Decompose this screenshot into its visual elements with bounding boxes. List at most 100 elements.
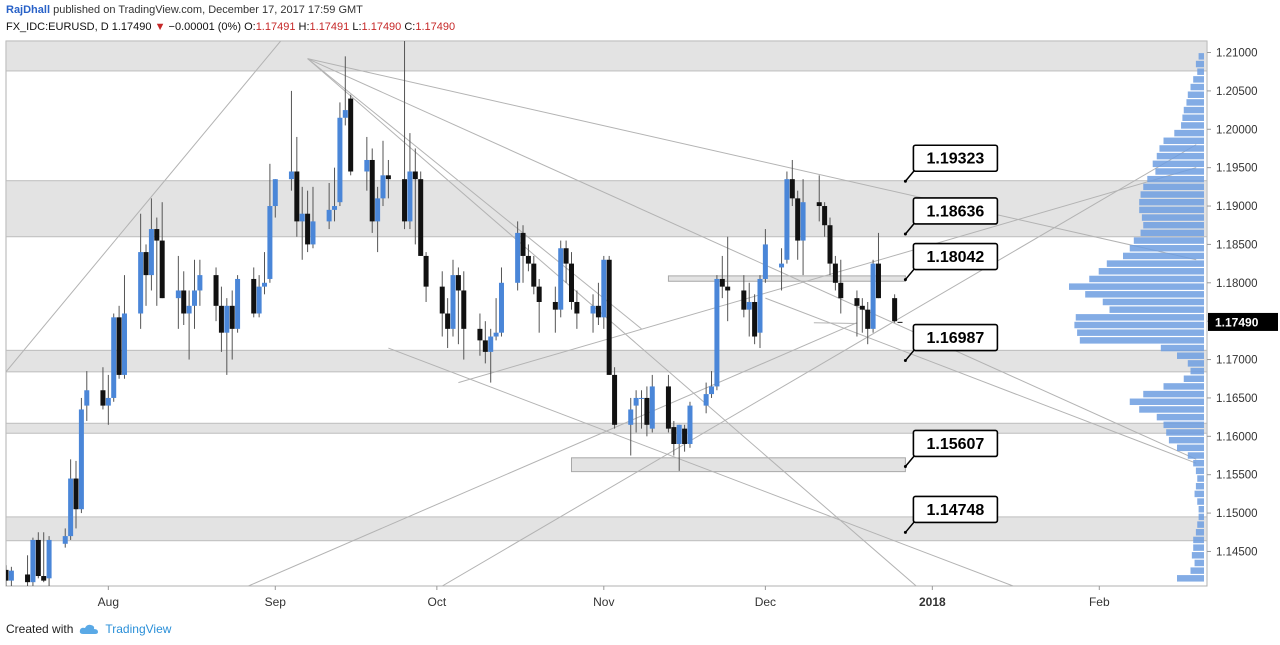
tradingview-cloud-icon [80,624,99,634]
volume-profile-bar [1079,337,1204,344]
volume-profile-bar [1186,99,1204,106]
volume-profile-bar [1197,475,1204,482]
candle-up [746,301,752,310]
candle-down [6,569,9,581]
range-box [667,275,906,282]
low-label: L: [352,21,362,33]
price-callout-label: 1.15607 [926,436,984,453]
candle-down [574,301,580,314]
callout-anchor [903,464,907,468]
candle-down [795,198,801,241]
trend-line [441,144,1197,586]
candle-up [272,179,278,207]
trend-line [388,347,1014,586]
candle-down [25,574,31,583]
candle-down [418,179,424,256]
volume-profile-bar [1174,129,1204,137]
volume-profile-bar [1195,482,1204,490]
candle-up [687,405,693,444]
symbol-legend: FX_IDC:EURUSD, D 1.17490 ▼ −0.00001 (0%)… [6,21,455,33]
candle-up [84,390,90,406]
volume-profile-bar [1195,467,1204,475]
volume-profile-bar [1075,314,1204,321]
volume-profile-bar [1098,268,1204,275]
callout-anchor [903,278,907,282]
x-tick-label: Feb [1089,595,1110,609]
volume-profile-bar [1141,214,1204,221]
volume-profile-bar [1123,252,1204,260]
x-tick-label: Sep [265,595,287,609]
volume-profile-bar [1181,122,1204,129]
candle-up [800,202,806,241]
candle-down [348,98,354,172]
candle-up [784,179,790,260]
y-tick-label: 1.19500 [1216,163,1258,175]
price-callout-box [912,323,999,352]
candle-down [725,286,731,291]
candle-down [741,290,747,310]
volume-profile-bar [1089,275,1204,283]
candle-down [41,576,47,581]
volume-profile-bar [1156,413,1204,421]
candle-up [30,539,36,583]
candle-up [148,229,154,276]
candle-up [676,424,682,444]
down-arrow-icon: ▼ [154,21,166,33]
y-tick-label: 1.18000 [1216,278,1258,290]
candle-down [520,232,526,256]
candle-up [191,290,197,306]
trend-line [6,41,282,373]
author-name[interactable]: RajDhall [6,4,51,16]
price-callout-label: 1.14748 [926,502,984,519]
candle-up [235,278,241,329]
candle-up [175,290,181,299]
y-tick-label: 1.17000 [1216,355,1258,367]
price-zone [6,41,1207,72]
volume-profile-bar [1187,360,1204,367]
candle-down [482,340,488,352]
volume-profile-bar [1191,552,1204,559]
candle-up [310,221,316,245]
candle-down [445,313,451,329]
candle-down [822,206,828,226]
candle-up [407,171,413,222]
volume-profile-bar [1168,436,1204,444]
candle-down [644,397,650,425]
candle-down [402,179,408,222]
volume-profile-bar [1143,221,1204,229]
published-text: published on TradingView.com, December 1… [53,4,363,16]
x-tick-label: Oct [428,595,447,609]
y-tick-label: 1.16500 [1216,393,1258,405]
price-callout-box [912,429,999,458]
candle-up [779,263,785,268]
volume-profile-bar [1195,60,1204,68]
candle-down [612,374,618,425]
candle-down [251,278,257,314]
tradingview-link[interactable]: TradingView [105,622,172,636]
y-tick-label: 1.19000 [1216,201,1258,213]
candle-down [143,252,149,276]
candle-down [305,213,311,245]
candle-down [832,263,838,283]
close-label: C: [404,21,416,33]
volume-profile-bar [1193,544,1204,551]
candle-down [159,240,165,299]
candle-down [229,305,235,329]
x-tick-label: Dec [755,595,776,609]
candle-down [439,286,445,314]
volume-profile-bar [1139,406,1204,413]
volume-profile-bar [1077,329,1204,336]
candle-down [116,317,122,375]
trend-line [307,58,1197,460]
candle-down [892,298,898,322]
volume-profile-bar [1163,421,1204,429]
trend-line [458,167,1197,384]
volume-profile-bar [1163,383,1204,390]
created-with-text: Created with [6,622,74,636]
y-tick-label: 1.20500 [1216,86,1258,98]
candle-down [568,263,574,302]
candle-up [601,259,607,318]
candle-up [68,478,74,537]
high-label: H: [298,21,310,33]
